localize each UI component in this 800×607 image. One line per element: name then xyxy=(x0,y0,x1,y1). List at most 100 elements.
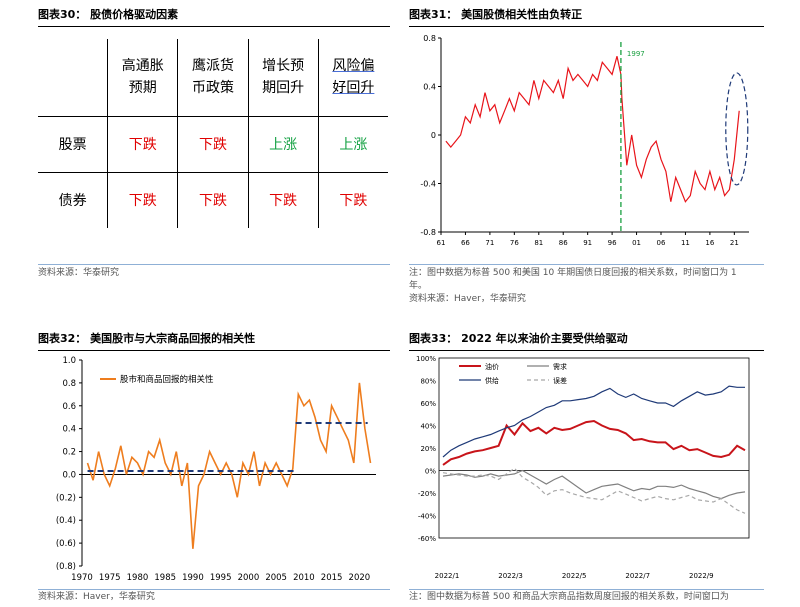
x-tick-label: 2022/7 xyxy=(625,572,650,580)
y-tick-label: -20% xyxy=(418,490,436,498)
series-line-误差 xyxy=(442,467,746,514)
y-tick-label: (0.8) xyxy=(56,562,76,572)
header-cell: 风险偏 好回升 xyxy=(332,58,375,97)
x-tick-label: 06 xyxy=(657,239,666,247)
legend-label: 股市和商品回报的相关性 xyxy=(120,374,214,385)
panel31-bottom-rule xyxy=(409,264,764,265)
series-line-需求 xyxy=(442,469,746,500)
legend-label: 供给 xyxy=(485,376,499,385)
plot-frame xyxy=(438,357,750,539)
y-tick-label: (0.6) xyxy=(56,539,76,549)
driver-table: 高通胀 预期 鹰派货 币政策 增长预 期回升 风险偏 好回升 股票 下跌 下跌 … xyxy=(38,39,388,228)
y-tick-label: 0.8 xyxy=(423,34,436,43)
table-header: 高通胀 预期 xyxy=(107,39,179,117)
panel32-title: 图表32： 美国股市与大宗商品回报的相关性 xyxy=(38,332,256,345)
x-tick-label: 16 xyxy=(705,239,714,247)
legend-label: 需求 xyxy=(553,362,567,371)
chart33: 100% 80% 60% 40% 20% 0% -20% -40% -60% 2022/1 2022… xyxy=(416,355,750,580)
panel33-bottom-rule xyxy=(409,589,764,590)
x-tick-label: 2000 xyxy=(238,573,260,583)
y-tick-label: 0 xyxy=(431,131,436,140)
marker-1997-label: 1997 xyxy=(627,50,645,58)
y-tick-label: 100% xyxy=(416,355,436,363)
cell-down: 下跌 xyxy=(107,115,179,173)
row-label: 股票 xyxy=(38,115,109,173)
x-tick-label: 86 xyxy=(559,239,568,247)
panel30-source: 资料来源：华泰研究 xyxy=(38,268,120,278)
x-tick-label: 21 xyxy=(730,239,739,247)
x-tick-label: 91 xyxy=(583,239,592,247)
panel31-note-cont: 年。 xyxy=(409,281,428,291)
table-corner xyxy=(38,39,109,117)
x-tick-label: 2022/1 xyxy=(435,572,460,580)
row-label: 债券 xyxy=(38,171,109,228)
panel31-note: 注：图中数据为标普 500 和美国 10 年期国债日度回报的相关系数，时间窗口为… xyxy=(409,268,737,278)
x-tick-label: 2020 xyxy=(349,573,371,583)
cell-down: 下跌 xyxy=(177,171,249,228)
cell-down: 下跌 xyxy=(317,171,388,228)
series-line-供给 xyxy=(442,385,745,458)
panel31-rule xyxy=(409,26,764,27)
y-tick-label: (0.2) xyxy=(56,493,76,503)
x-tick-label: 1995 xyxy=(210,573,232,583)
x-tick-label: 1980 xyxy=(127,573,149,583)
panel30-bottom-rule xyxy=(38,264,390,265)
table-header: 风险偏 好回升 xyxy=(317,39,388,117)
x-tick-label: 96 xyxy=(608,239,617,247)
table-row: 债券 下跌 下跌 下跌 下跌 xyxy=(38,171,388,228)
x-tick-label: 1970 xyxy=(71,573,93,583)
panel33-note: 注：图中数据为标普 500 和商品大宗商品指数周度回报的相关系数，时间窗口为 xyxy=(409,592,729,602)
cell-down: 下跌 xyxy=(107,171,179,228)
x-tick-label: 1975 xyxy=(99,573,121,583)
panel30-title: 图表30： 股债价格驱动因素 xyxy=(38,8,179,21)
y-tick-label: 1.0 xyxy=(62,356,76,366)
y-tick-label: 60% xyxy=(420,400,436,408)
y-tick-label: 0.4 xyxy=(423,83,436,92)
y-tick-label: (0.4) xyxy=(56,516,76,526)
cell-down: 下跌 xyxy=(247,171,319,228)
x-tick-label: 2022/3 xyxy=(498,572,523,580)
y-tick-label: 40% xyxy=(420,423,436,431)
x-tick-label: 81 xyxy=(534,239,543,247)
panel30-rule xyxy=(38,26,390,27)
panel33-title: 图表33： 2022 年以来油价主要受供给驱动 xyxy=(409,332,628,345)
panel32-bottom-rule xyxy=(38,589,390,590)
series-line-油价 xyxy=(442,419,746,466)
y-tick-label: 80% xyxy=(420,378,436,386)
x-tick-label: 61 xyxy=(437,239,446,247)
x-tick-label: 2015 xyxy=(321,573,343,583)
x-tick-label: 01 xyxy=(632,239,641,247)
panel32-rule xyxy=(38,350,390,351)
panel32-source: 资料来源：Haver，华泰研究 xyxy=(38,592,155,602)
correlation-line xyxy=(445,56,740,203)
panel31-source: 资料来源：Haver，华泰研究 xyxy=(409,294,526,304)
x-tick-label: 11 xyxy=(681,239,690,247)
x-tick-label: 76 xyxy=(510,239,519,247)
chart31: 0.8 0.4 0 -0.4 -0.861 66 71 76 81 86 91 96 01 06 11 16 2… xyxy=(420,34,749,247)
highlight-ellipse xyxy=(725,72,749,186)
x-tick-label: 2022/9 xyxy=(689,572,714,580)
correlation-line xyxy=(86,382,372,549)
y-tick-label: -0.4 xyxy=(420,180,436,189)
x-tick-label: 1985 xyxy=(154,573,176,583)
y-tick-label: 0.4 xyxy=(62,425,76,435)
y-tick-label: 0.0 xyxy=(62,470,76,480)
header-cell: 增长预 期回升 xyxy=(262,58,305,97)
x-tick-label: 2022/5 xyxy=(562,572,587,580)
y-tick-label: 0.2 xyxy=(62,448,76,458)
x-tick-label: 2005 xyxy=(265,573,287,583)
table-row: 股票 下跌 下跌 上涨 上涨 xyxy=(38,115,388,173)
panel31-title: 图表31： 美国股债相关性由负转正 xyxy=(409,8,583,21)
table-header: 鹰派货 币政策 xyxy=(177,39,249,117)
y-tick-label: 20% xyxy=(420,445,436,453)
legend-label: 误差 xyxy=(553,376,567,385)
y-tick-label: -40% xyxy=(418,513,436,521)
x-tick-label: 2010 xyxy=(293,573,315,583)
chart32: 1.00.80.60.40.20.0(0.2)(0.4)(0.6)(0.8)19… xyxy=(56,356,376,583)
cell-up: 上涨 xyxy=(247,115,319,173)
y-tick-label: 0.8 xyxy=(62,379,76,389)
legend-label: 油价 xyxy=(485,362,499,371)
y-tick-label: -0.8 xyxy=(420,228,436,237)
header-cell: 高通胀 预期 xyxy=(121,58,164,97)
y-tick-label: 0.6 xyxy=(62,402,76,412)
